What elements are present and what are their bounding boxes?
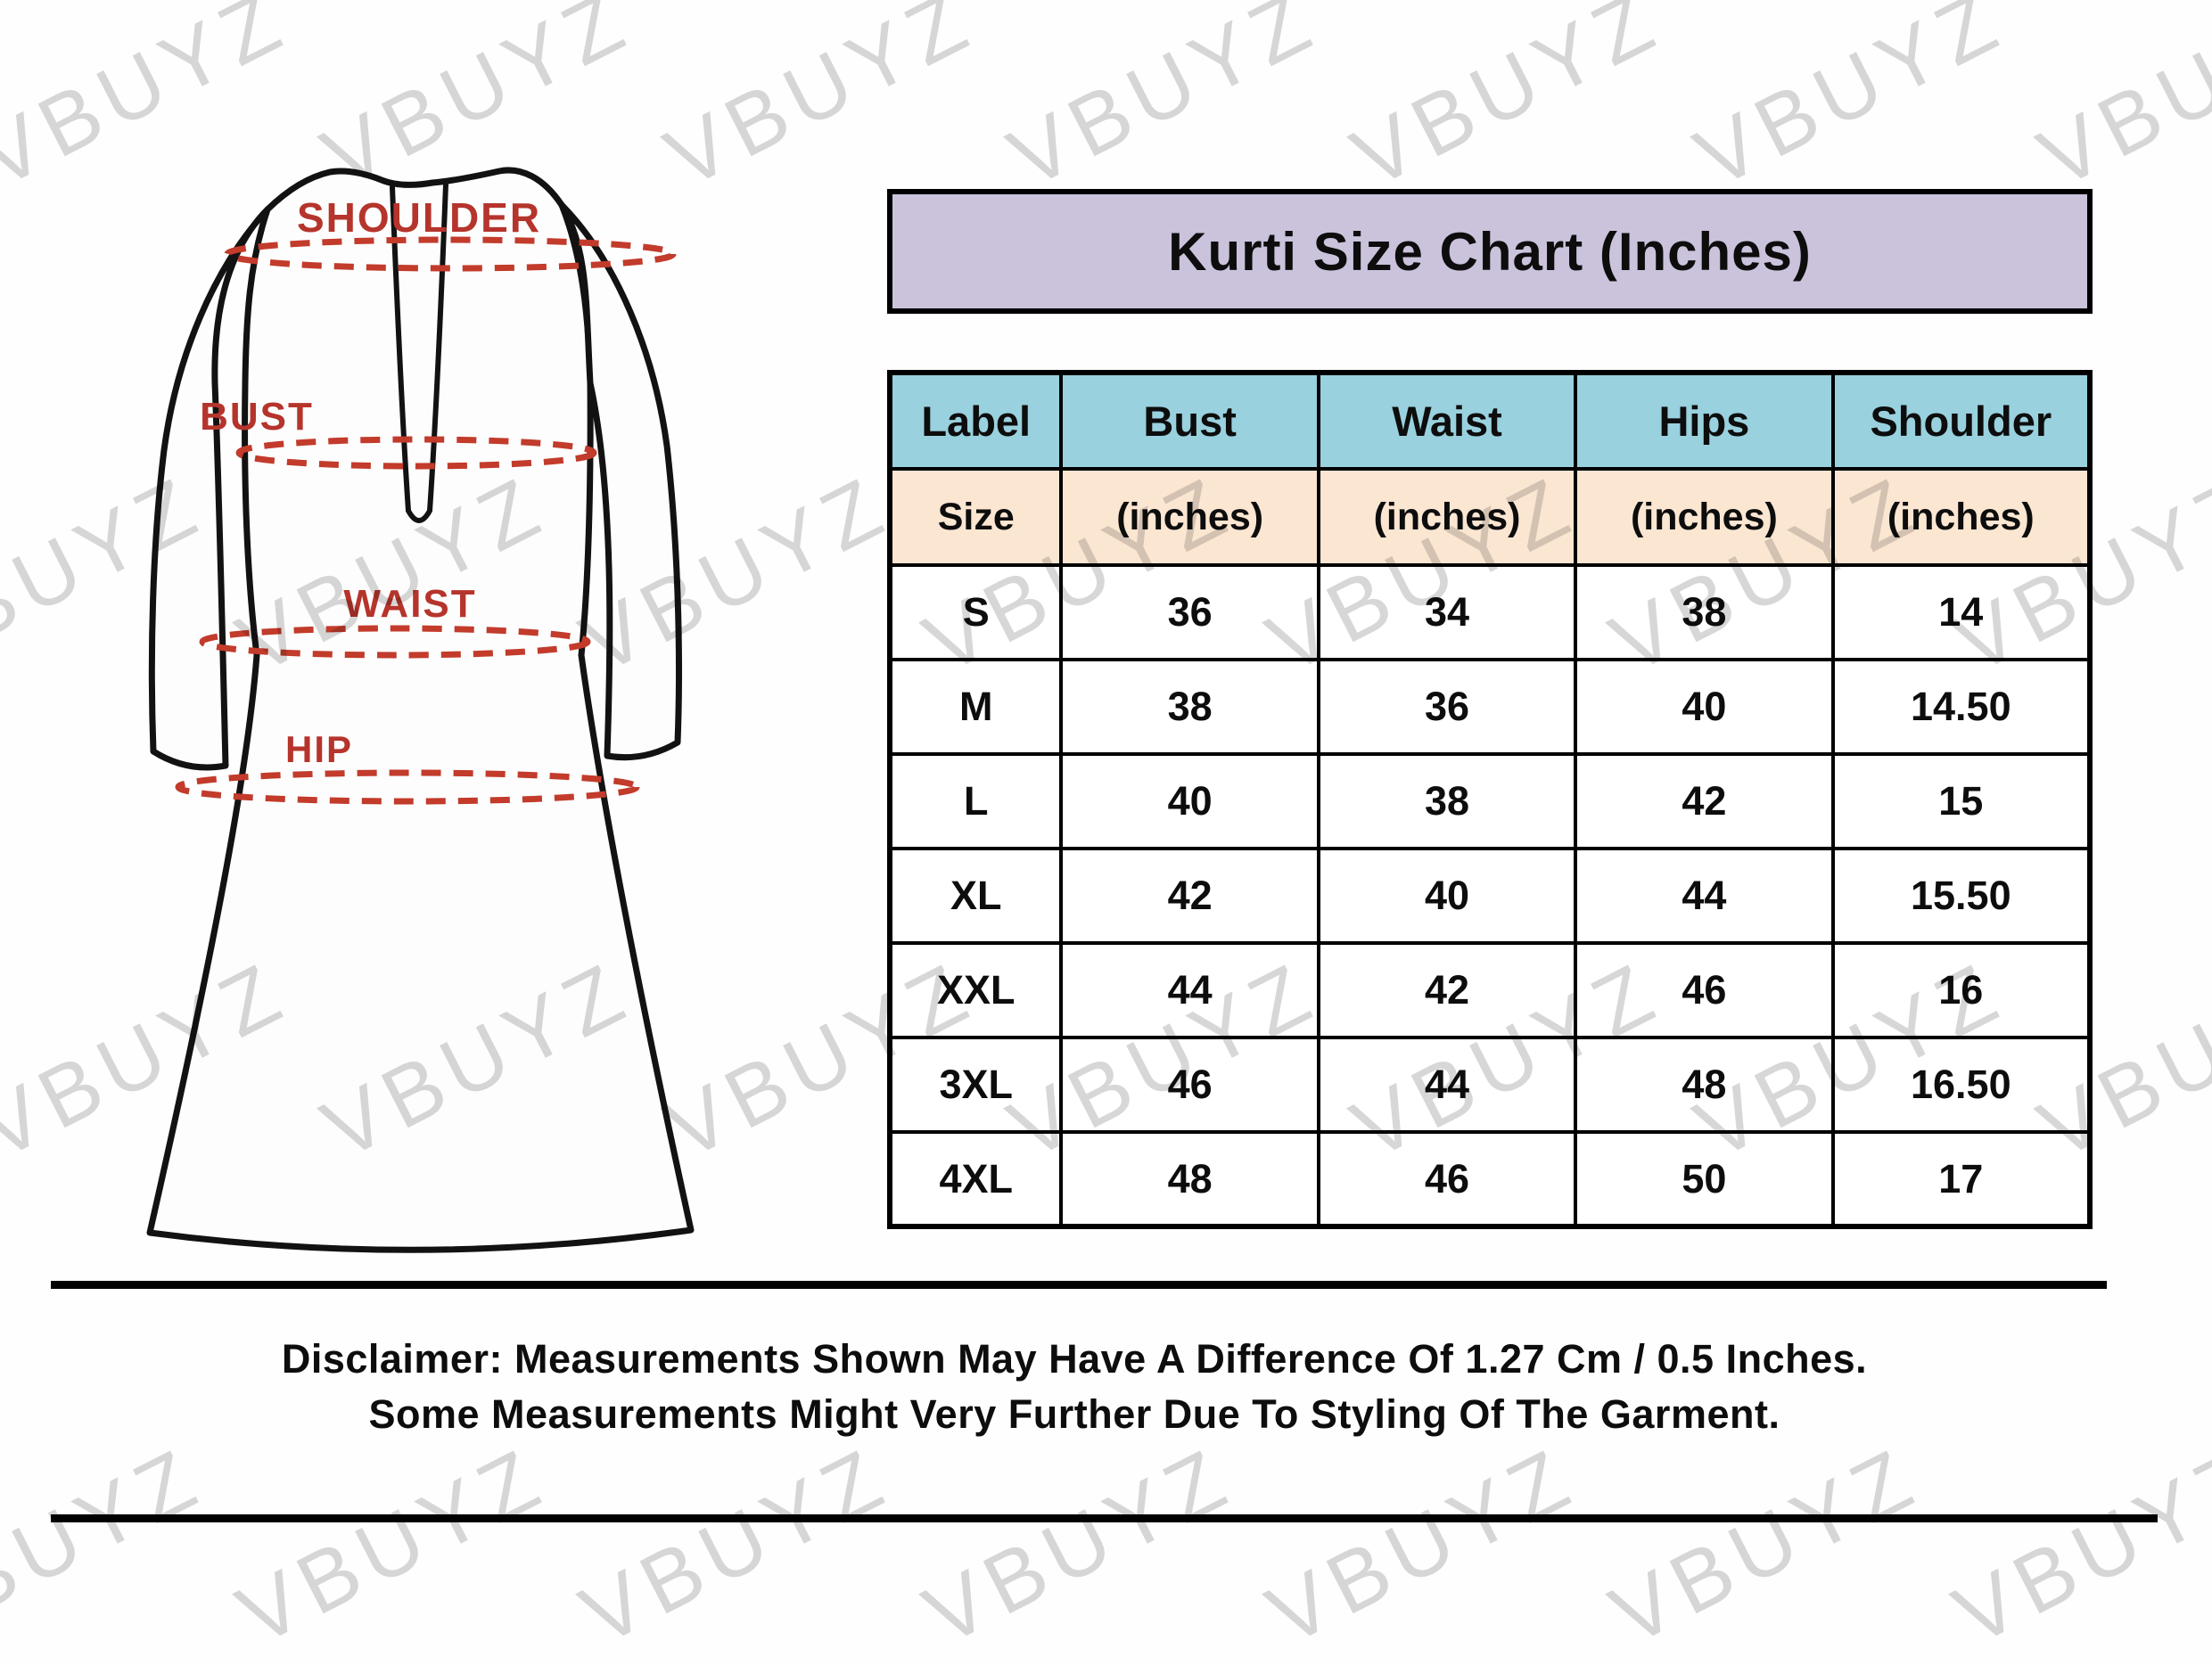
vbuyz-watermark: VBUYZ: [1596, 1428, 1934, 1664]
kurti-neck-slit: [390, 182, 448, 523]
cell-shoulder: 15: [1830, 752, 2093, 850]
cell-hips: 38: [1574, 563, 1835, 661]
cell-waist: 34: [1316, 563, 1578, 661]
vbuyz-watermark: VBUYZ: [1337, 0, 1675, 207]
table-row: 4XL 48 46 50 17: [887, 1130, 2093, 1228]
kurti-right-sleeve: [558, 201, 682, 761]
col-header-label: Label: [887, 371, 1064, 471]
table-row: XXL 44 42 46 16: [887, 941, 2093, 1039]
cell-waist: 36: [1316, 658, 1578, 756]
cell-shoulder: 17: [1830, 1130, 2093, 1228]
vbuyz-watermark: VBUYZ: [2024, 0, 2212, 207]
col-header-hips: Hips: [1574, 371, 1835, 471]
cell-shoulder: 16: [1830, 941, 2093, 1039]
vbuyz-watermark: VBUYZ: [1253, 1428, 1591, 1664]
table-row: L 40 38 42 15: [887, 752, 2093, 850]
cell-waist: 40: [1316, 847, 1578, 945]
kurti-left-sleeve: [148, 206, 271, 771]
table-units-row: Size (inches) (inches) (inches) (inches): [887, 467, 2093, 567]
hip-measure-line: [175, 769, 640, 805]
kurti-body-outline: [146, 167, 695, 1253]
cell-hips: 44: [1574, 847, 1835, 945]
chart-title-bar: Kurti Size Chart (Inches): [887, 189, 2093, 314]
cell-shoulder: 14: [1830, 563, 2093, 661]
vbuyz-watermark: VBUYZ: [1939, 1428, 2212, 1664]
vbuyz-watermark: VBUYZ: [994, 0, 1332, 207]
cell-hips: 40: [1574, 658, 1835, 756]
cell-hips: 42: [1574, 752, 1835, 850]
unit-bust: (inches): [1059, 467, 1320, 567]
vbuyz-watermark: VBUYZ: [223, 1428, 561, 1664]
hip-label: HIP: [285, 728, 353, 770]
table-header-row: Label Bust Waist Hips Shoulder: [887, 371, 2093, 471]
unit-hips: (inches): [1574, 467, 1835, 567]
cell-waist: 42: [1316, 941, 1578, 1039]
cell-bust: 46: [1059, 1036, 1320, 1134]
cell-shoulder: 14.50: [1830, 658, 2093, 756]
col-header-bust: Bust: [1059, 371, 1320, 471]
table-row: M 38 36 40 14.50: [887, 658, 2093, 756]
bust-label: BUST: [200, 395, 314, 439]
cell-size: XL: [887, 847, 1064, 945]
cell-size: S: [887, 563, 1064, 661]
cell-shoulder: 15.50: [1830, 847, 2093, 945]
col-header-waist: Waist: [1316, 371, 1578, 471]
vbuyz-watermark: VBUYZ: [0, 1428, 218, 1664]
cell-bust: 40: [1059, 752, 1320, 850]
cell-hips: 48: [1574, 1036, 1835, 1134]
cell-waist: 38: [1316, 752, 1578, 850]
table-row: 3XL 46 44 48 16.50: [887, 1036, 2093, 1134]
disclaimer-line-1: Disclaimer: Measurements Shown May Have …: [281, 1336, 1868, 1382]
vbuyz-watermark: VBUYZ: [1681, 0, 2019, 207]
bust-measure-line: [235, 436, 597, 470]
unit-waist: (inches): [1316, 467, 1578, 567]
cell-bust: 48: [1059, 1130, 1320, 1228]
cell-waist: 46: [1316, 1130, 1578, 1228]
col-header-shoulder: Shoulder: [1830, 371, 2093, 471]
cell-size: L: [887, 752, 1064, 850]
cell-shoulder: 16.50: [1830, 1036, 2093, 1134]
shoulder-label: SHOULDER: [297, 194, 541, 241]
cell-bust: 42: [1059, 847, 1320, 945]
cell-waist: 44: [1316, 1036, 1578, 1134]
cell-size: M: [887, 658, 1064, 756]
size-chart-table: Label Bust Waist Hips Shoulder Size (inc…: [887, 370, 2093, 1229]
disclaimer-line-2: Some Measurements Might Very Further Due…: [368, 1391, 1780, 1437]
waist-label: WAIST: [343, 582, 476, 626]
disclaimer: Disclaimer: Measurements Shown May Have …: [0, 1332, 2149, 1442]
chart-title: Kurti Size Chart (Inches): [1168, 221, 1812, 282]
divider-bottom: [51, 1514, 2158, 1522]
vbuyz-watermark: VBUYZ: [566, 1428, 904, 1664]
table-row: XL 42 40 44 15.50: [887, 847, 2093, 945]
cell-bust: 44: [1059, 941, 1320, 1039]
divider-top: [51, 1281, 2107, 1289]
waist-measure-line: [199, 625, 591, 659]
unit-size: Size: [887, 467, 1064, 567]
vbuyz-watermark: VBUYZ: [909, 1428, 1247, 1664]
cell-size: XXL: [887, 941, 1064, 1039]
cell-bust: 36: [1059, 563, 1320, 661]
kurti-measurement-diagram: SHOULDER BUST WAIST HIP: [125, 156, 713, 1261]
unit-shoulder: (inches): [1830, 467, 2093, 567]
cell-hips: 46: [1574, 941, 1835, 1039]
cell-bust: 38: [1059, 658, 1320, 756]
cell-size: 4XL: [887, 1130, 1064, 1228]
cell-size: 3XL: [887, 1036, 1064, 1134]
shoulder-measure-line: [224, 236, 677, 272]
table-row: S 36 34 38 14: [887, 563, 2093, 661]
cell-hips: 50: [1574, 1130, 1835, 1228]
